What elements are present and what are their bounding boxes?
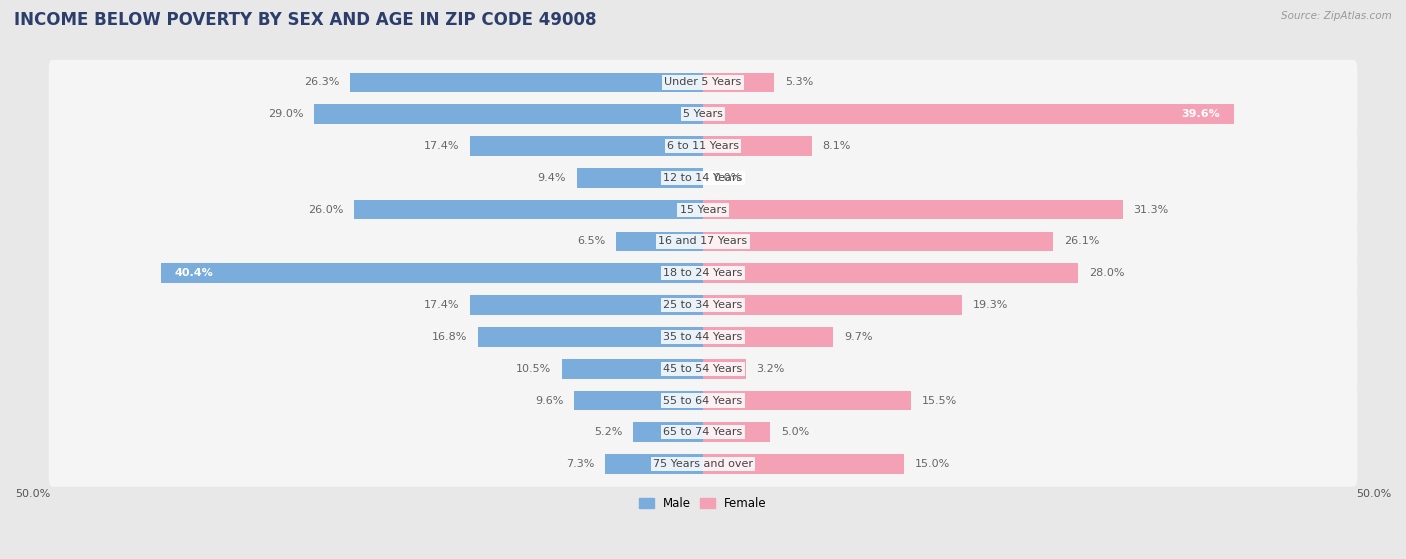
Text: 15 Years: 15 Years <box>679 205 727 215</box>
FancyBboxPatch shape <box>49 442 1357 487</box>
Text: 9.6%: 9.6% <box>536 396 564 405</box>
Legend: Male, Female: Male, Female <box>634 492 772 515</box>
Text: 0.0%: 0.0% <box>714 173 742 183</box>
Text: 18 to 24 Years: 18 to 24 Years <box>664 268 742 278</box>
Text: 39.6%: 39.6% <box>1182 109 1220 119</box>
Bar <box>605 454 703 474</box>
Text: 19.3%: 19.3% <box>973 300 1008 310</box>
Text: Source: ZipAtlas.com: Source: ZipAtlas.com <box>1281 11 1392 21</box>
Text: 9.4%: 9.4% <box>537 173 567 183</box>
Text: 35 to 44 Years: 35 to 44 Years <box>664 332 742 342</box>
Bar <box>354 200 703 220</box>
Text: 5.0%: 5.0% <box>780 427 808 437</box>
Text: 31.3%: 31.3% <box>1133 205 1168 215</box>
Text: 26.1%: 26.1% <box>1064 236 1099 247</box>
Text: 8.1%: 8.1% <box>823 141 851 151</box>
Text: 5.3%: 5.3% <box>785 77 813 87</box>
FancyBboxPatch shape <box>49 219 1357 264</box>
Text: 45 to 54 Years: 45 to 54 Years <box>664 364 742 374</box>
Text: 6 to 11 Years: 6 to 11 Years <box>666 141 740 151</box>
Text: 9.7%: 9.7% <box>844 332 872 342</box>
Bar <box>576 168 703 188</box>
Bar <box>470 136 703 156</box>
Text: 15.0%: 15.0% <box>915 459 950 469</box>
Bar <box>703 73 775 92</box>
FancyBboxPatch shape <box>49 187 1357 232</box>
FancyBboxPatch shape <box>49 92 1357 137</box>
Text: 26.3%: 26.3% <box>304 77 340 87</box>
Text: 16.8%: 16.8% <box>432 332 467 342</box>
Text: 40.4%: 40.4% <box>174 268 214 278</box>
Bar <box>703 359 747 378</box>
Bar <box>703 200 1122 220</box>
Text: 28.0%: 28.0% <box>1090 268 1125 278</box>
Bar <box>703 105 1234 124</box>
Bar <box>703 423 770 442</box>
FancyBboxPatch shape <box>49 282 1357 328</box>
FancyBboxPatch shape <box>49 250 1357 296</box>
FancyBboxPatch shape <box>49 124 1357 169</box>
Text: 5 Years: 5 Years <box>683 109 723 119</box>
Text: 5.2%: 5.2% <box>595 427 623 437</box>
Text: 29.0%: 29.0% <box>269 109 304 119</box>
Bar <box>703 327 832 347</box>
Text: 6.5%: 6.5% <box>576 236 605 247</box>
FancyBboxPatch shape <box>49 410 1357 455</box>
Text: 17.4%: 17.4% <box>423 300 458 310</box>
Bar <box>350 73 703 92</box>
Bar <box>703 454 904 474</box>
Text: 17.4%: 17.4% <box>423 141 458 151</box>
Bar <box>703 263 1078 283</box>
Text: 75 Years and over: 75 Years and over <box>652 459 754 469</box>
Bar <box>574 391 703 410</box>
Bar <box>470 295 703 315</box>
Bar <box>314 105 703 124</box>
Text: 12 to 14 Years: 12 to 14 Years <box>664 173 742 183</box>
FancyBboxPatch shape <box>49 60 1357 105</box>
FancyBboxPatch shape <box>49 346 1357 391</box>
Bar <box>616 231 703 252</box>
Text: 16 and 17 Years: 16 and 17 Years <box>658 236 748 247</box>
Text: INCOME BELOW POVERTY BY SEX AND AGE IN ZIP CODE 49008: INCOME BELOW POVERTY BY SEX AND AGE IN Z… <box>14 11 596 29</box>
Text: 65 to 74 Years: 65 to 74 Years <box>664 427 742 437</box>
Text: Under 5 Years: Under 5 Years <box>665 77 741 87</box>
Text: 55 to 64 Years: 55 to 64 Years <box>664 396 742 405</box>
Text: 10.5%: 10.5% <box>516 364 551 374</box>
Bar <box>703 231 1053 252</box>
Bar <box>703 136 811 156</box>
Text: 15.5%: 15.5% <box>921 396 957 405</box>
Text: 7.3%: 7.3% <box>567 459 595 469</box>
Text: 26.0%: 26.0% <box>308 205 343 215</box>
FancyBboxPatch shape <box>49 155 1357 201</box>
FancyBboxPatch shape <box>49 314 1357 359</box>
Bar <box>703 295 962 315</box>
Text: 25 to 34 Years: 25 to 34 Years <box>664 300 742 310</box>
Bar <box>478 327 703 347</box>
Bar <box>633 423 703 442</box>
Bar <box>562 359 703 378</box>
Bar <box>162 263 703 283</box>
Bar <box>703 391 911 410</box>
FancyBboxPatch shape <box>49 378 1357 423</box>
Text: 3.2%: 3.2% <box>756 364 785 374</box>
